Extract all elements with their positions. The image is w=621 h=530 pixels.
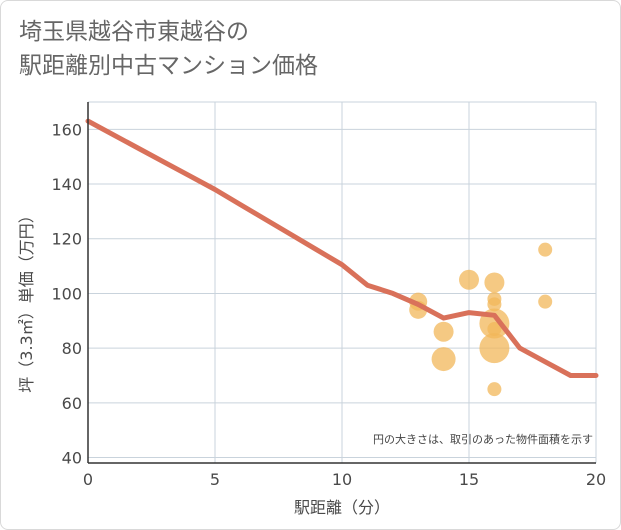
x-tick-label: 0	[83, 470, 93, 489]
y-tick-label: 40	[62, 449, 82, 468]
data-points	[409, 242, 553, 397]
chart-title-line-1: 埼玉県越谷市東越谷の	[19, 19, 249, 45]
trend-line	[85, 118, 599, 378]
data-point	[538, 294, 553, 309]
chart-title: 埼玉県越谷市東越谷の 駅距離別中古マンション価格	[19, 15, 318, 83]
chart-title-line-2: 駅距離別中古マンション価格	[19, 53, 318, 79]
data-point	[487, 382, 502, 397]
data-point	[487, 321, 502, 336]
y-tick-label: 140	[51, 175, 82, 194]
data-point	[459, 269, 479, 290]
y-tick-label: 60	[62, 394, 82, 413]
x-tick-label: 15	[459, 470, 479, 489]
data-point	[433, 321, 454, 342]
data-point	[479, 333, 510, 364]
y-axis-title: 坪（3.3㎡）単価（万円）	[17, 207, 36, 392]
data-point	[431, 347, 456, 372]
y-tick-label: 100	[51, 284, 82, 303]
data-point	[484, 272, 505, 293]
trend-line-group	[85, 118, 599, 378]
x-tick-label: 10	[332, 470, 352, 489]
x-axis-title: 駅距離（分）	[294, 498, 390, 517]
axes	[87, 102, 596, 464]
data-point	[538, 242, 553, 257]
y-tick-label: 160	[51, 120, 82, 139]
tick-labels: 0 5 10 15 20 40 60 80 100 120 140 160	[51, 120, 606, 489]
x-tick-label: 20	[586, 470, 606, 489]
data-point	[487, 297, 502, 312]
x-tick-label: 5	[210, 470, 220, 489]
grid-lines	[88, 101, 597, 463]
y-tick-label: 120	[51, 230, 82, 249]
y-tick-label: 80	[62, 339, 82, 358]
bubble-size-note: 円の大きさは、取引のあった物件面積を示す	[373, 432, 593, 446]
